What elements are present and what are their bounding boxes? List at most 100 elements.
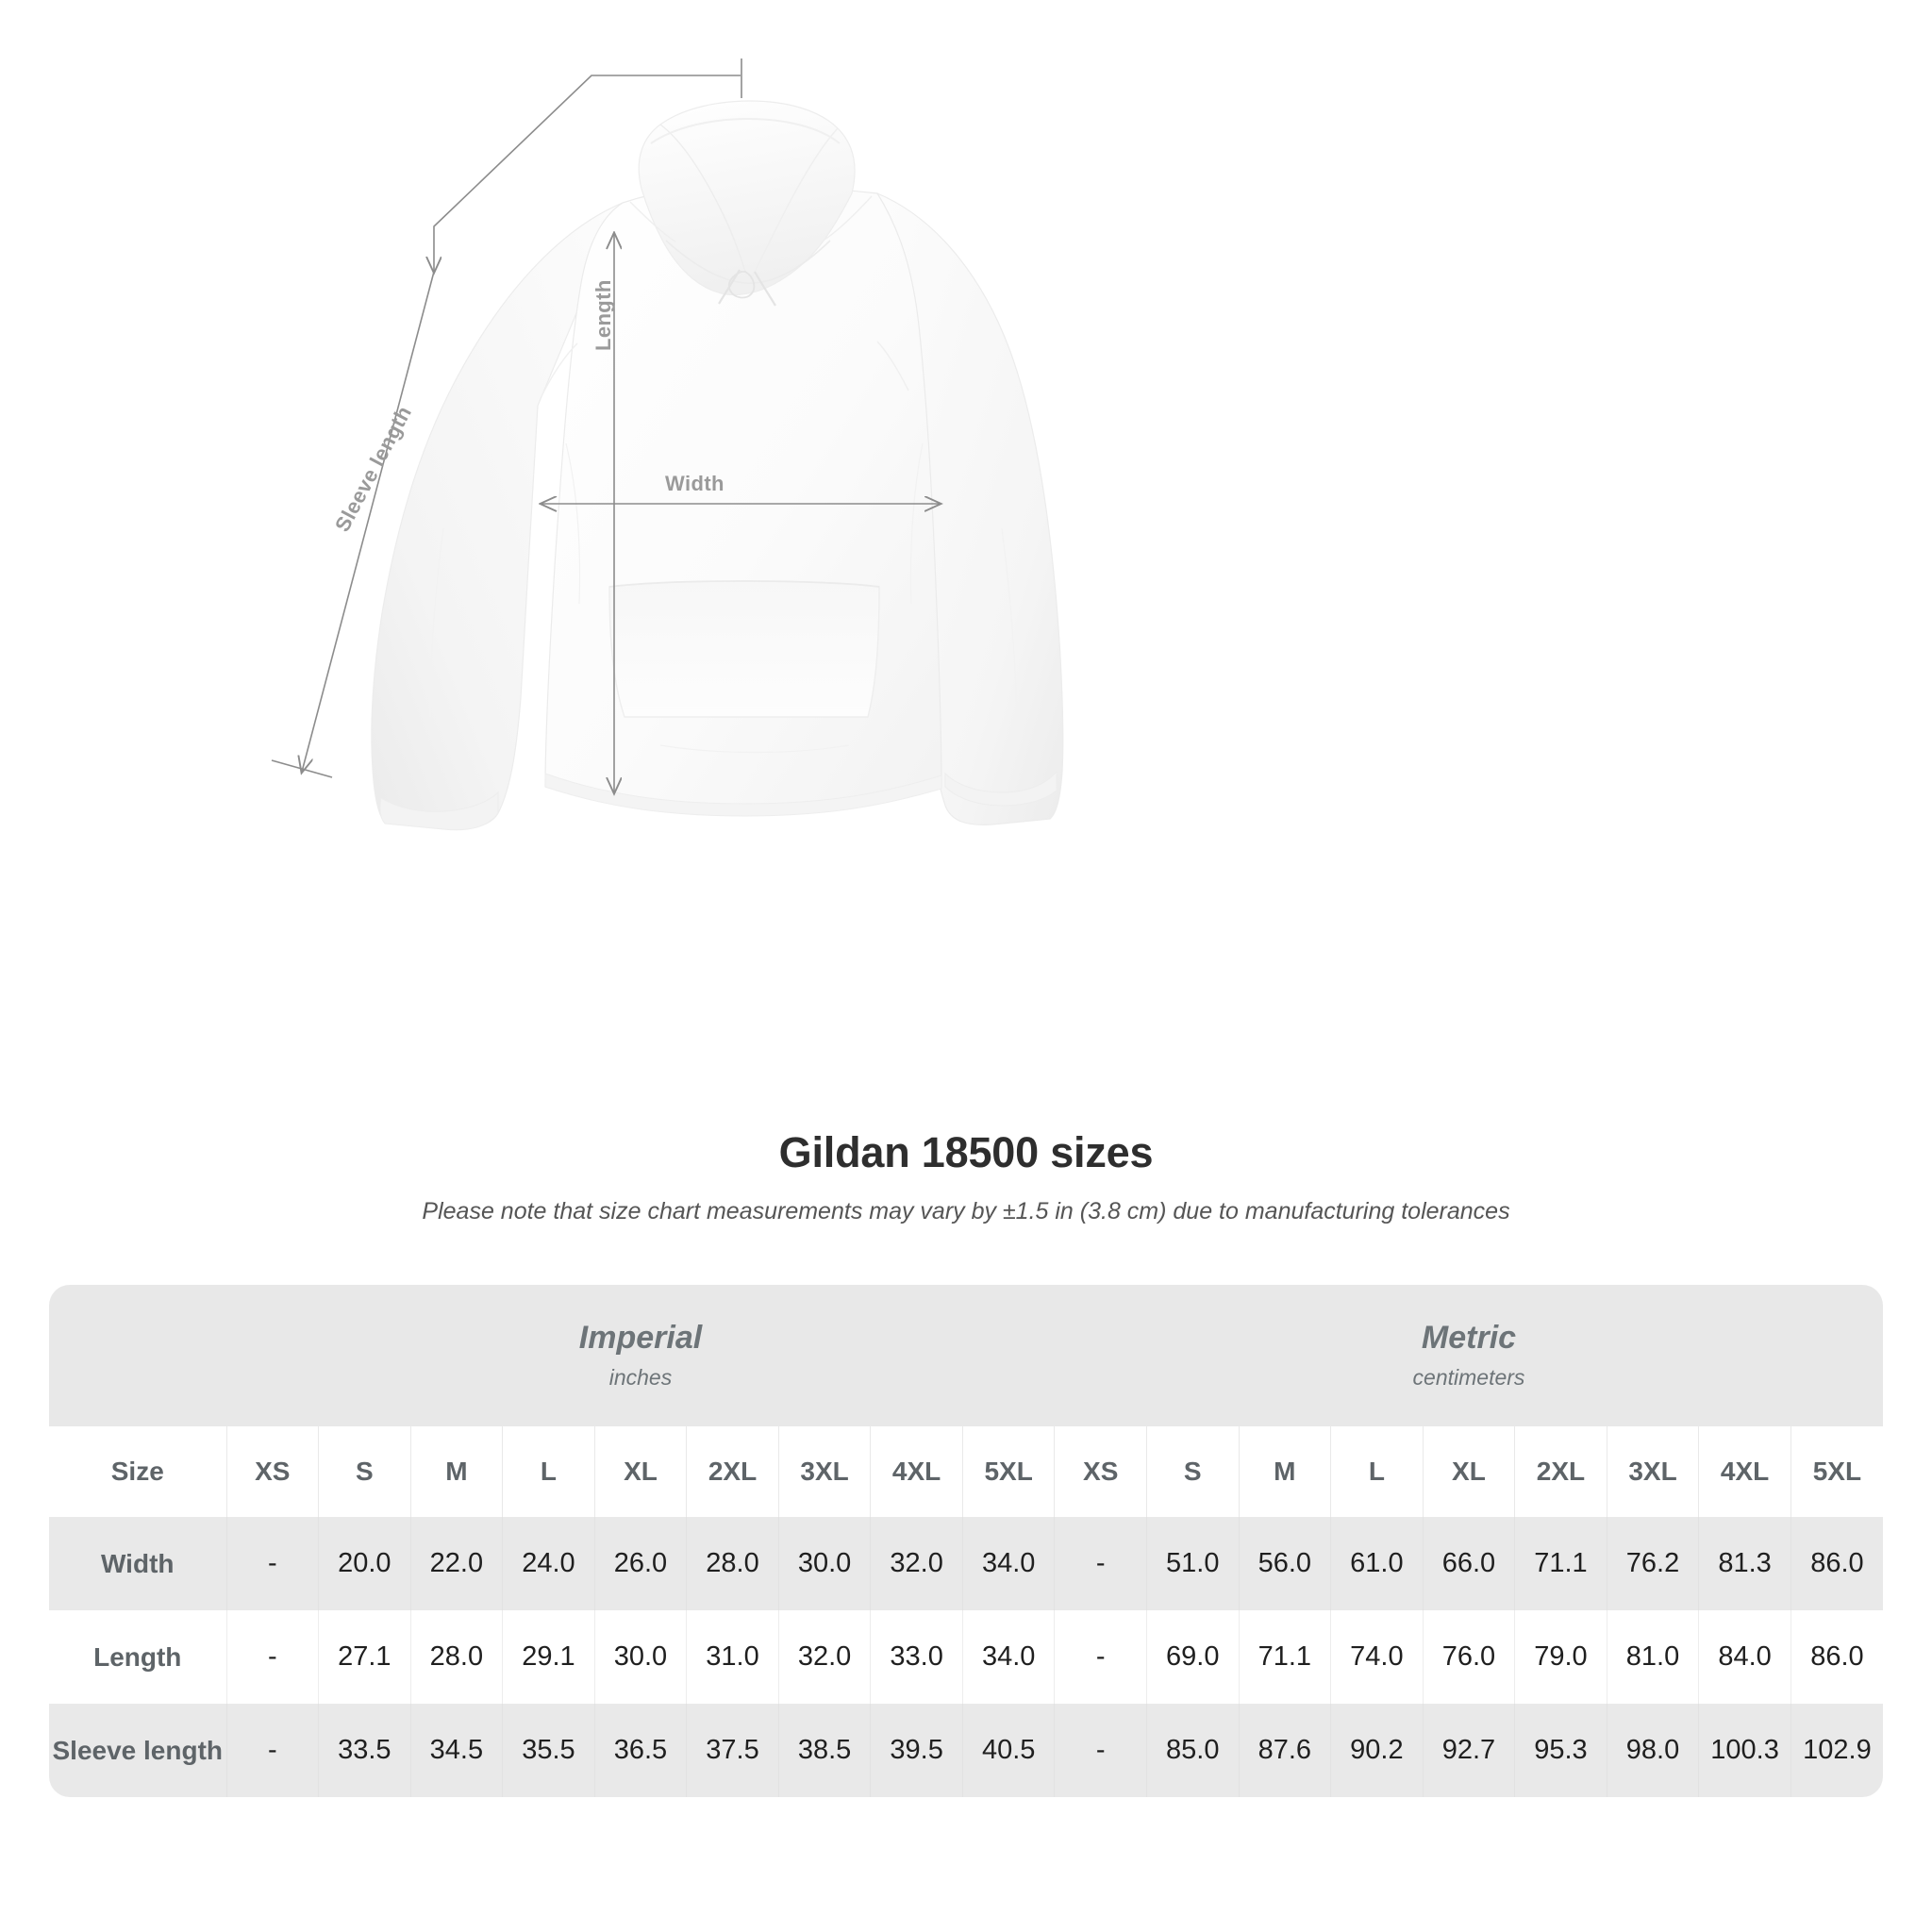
table-cell: 33.0 [870, 1610, 963, 1704]
table-cell: 36.5 [594, 1704, 688, 1797]
table-cell: - [226, 1610, 320, 1704]
size-table: Imperial inches Metric centimeters Size … [49, 1285, 1883, 1797]
table-cell: 85.0 [1146, 1704, 1240, 1797]
sleeve-tick [271, 759, 333, 778]
table-cell: 100.3 [1698, 1704, 1791, 1797]
table-cell: 76.2 [1607, 1517, 1700, 1610]
row-label: Width [49, 1517, 227, 1610]
length-dimension-label: Length [591, 279, 615, 351]
table-cell: 30.0 [778, 1517, 872, 1610]
page-subtitle: Please note that size chart measurements… [422, 1198, 1510, 1224]
size-header-cell: 5XL [1790, 1426, 1883, 1517]
size-header-cell: M [410, 1426, 504, 1517]
table-cell: 81.0 [1607, 1610, 1700, 1704]
table-cell: 92.7 [1423, 1704, 1516, 1797]
drawstring [718, 269, 776, 307]
table-cell: - [226, 1517, 320, 1610]
table-cell: 56.0 [1239, 1517, 1332, 1610]
hoodie-drawing [271, 58, 1064, 831]
hoodie-shape [371, 100, 1064, 831]
table-cell: 84.0 [1698, 1610, 1791, 1704]
unit-group-header-row: Imperial inches Metric centimeters [49, 1285, 1883, 1426]
table-cell: 30.0 [594, 1610, 688, 1704]
unit-group-metric: Metric centimeters [1054, 1285, 1883, 1426]
size-header-row: Size XS S M L XL 2XL 3XL 4XL 5XL XS S M … [49, 1426, 1883, 1517]
table-cell: 27.1 [318, 1610, 411, 1704]
size-header-cell: XL [594, 1426, 688, 1517]
table-cell: 74.0 [1330, 1610, 1424, 1704]
unit-group-imperial-sub: inches [608, 1364, 673, 1390]
size-header-cell: 4XL [1698, 1426, 1791, 1517]
page-title: Gildan 18500 sizes [778, 1128, 1154, 1176]
size-header-cell: L [502, 1426, 595, 1517]
unit-header-spacer [49, 1285, 226, 1426]
table-cell: 34.0 [962, 1517, 1056, 1610]
table-row: Width - 20.0 22.0 24.0 26.0 28.0 30.0 32… [49, 1517, 1883, 1610]
table-cell: 98.0 [1607, 1704, 1700, 1797]
table-cell: 29.1 [502, 1610, 595, 1704]
size-header-cell: XS [226, 1426, 320, 1517]
table-cell: 76.0 [1423, 1610, 1516, 1704]
row-label: Length [49, 1610, 227, 1704]
size-header-cell: XS [1054, 1426, 1147, 1517]
table-cell: 95.3 [1514, 1704, 1607, 1797]
table-cell: 66.0 [1423, 1517, 1516, 1610]
size-header-cell: 4XL [870, 1426, 963, 1517]
size-header-cell: XL [1423, 1426, 1516, 1517]
table-row: Length - 27.1 28.0 29.1 30.0 31.0 32.0 3… [49, 1610, 1883, 1704]
table-cell: 20.0 [318, 1517, 411, 1610]
table-cell: 79.0 [1514, 1610, 1607, 1704]
unit-group-imperial: Imperial inches [226, 1285, 1055, 1426]
row-label: Sleeve length [49, 1704, 227, 1797]
table-cell: 87.6 [1239, 1704, 1332, 1797]
table-cell: 86.0 [1790, 1610, 1883, 1704]
table-cell: 35.5 [502, 1704, 595, 1797]
table-cell: 86.0 [1790, 1517, 1883, 1610]
size-header-cell: 3XL [1607, 1426, 1700, 1517]
unit-group-metric-name: Metric [1421, 1319, 1517, 1356]
table-cell: 102.9 [1790, 1704, 1883, 1797]
width-dimension-label: Width [665, 472, 724, 495]
table-cell: 34.5 [410, 1704, 504, 1797]
table-cell: - [1054, 1610, 1147, 1704]
size-table-container: Imperial inches Metric centimeters Size … [49, 1285, 1883, 1797]
size-header-cell: S [318, 1426, 411, 1517]
table-cell: 28.0 [410, 1610, 504, 1704]
size-header-cell: 5XL [962, 1426, 1056, 1517]
unit-group-metric-sub: centimeters [1412, 1364, 1525, 1390]
size-header-cell: 2XL [1514, 1426, 1607, 1517]
table-cell: 34.0 [962, 1610, 1056, 1704]
table-cell: 33.5 [318, 1704, 411, 1797]
table-cell: - [1054, 1704, 1147, 1797]
table-cell: 90.2 [1330, 1704, 1424, 1797]
table-cell: 31.0 [686, 1610, 779, 1704]
table-cell: 38.5 [778, 1704, 872, 1797]
size-header-cell: L [1330, 1426, 1424, 1517]
size-header-cell: 3XL [778, 1426, 872, 1517]
size-header-cell: 2XL [686, 1426, 779, 1517]
table-cell: - [226, 1704, 320, 1797]
table-cell: 71.1 [1514, 1517, 1607, 1610]
size-header-cell: M [1239, 1426, 1332, 1517]
table-cell: 69.0 [1146, 1610, 1240, 1704]
table-cell: 32.0 [778, 1610, 872, 1704]
table-cell: 51.0 [1146, 1517, 1240, 1610]
size-column-header: Size [49, 1426, 227, 1517]
table-row: Sleeve length - 33.5 34.5 35.5 36.5 37.5… [49, 1704, 1883, 1797]
unit-group-imperial-name: Imperial [578, 1319, 703, 1356]
table-cell: 40.5 [962, 1704, 1056, 1797]
table-cell: 26.0 [594, 1517, 688, 1610]
hood-leader-line [434, 75, 741, 272]
table-cell: 61.0 [1330, 1517, 1424, 1610]
table-cell: 39.5 [870, 1704, 963, 1797]
table-cell: 22.0 [410, 1517, 504, 1610]
table-cell: - [1054, 1517, 1147, 1610]
table-cell: 37.5 [686, 1704, 779, 1797]
table-cell: 28.0 [686, 1517, 779, 1610]
table-cell: 32.0 [870, 1517, 963, 1610]
table-cell: 71.1 [1239, 1610, 1332, 1704]
sleeve-length-arrow [302, 271, 435, 772]
table-cell: 24.0 [502, 1517, 595, 1610]
table-cell: 81.3 [1698, 1517, 1791, 1610]
